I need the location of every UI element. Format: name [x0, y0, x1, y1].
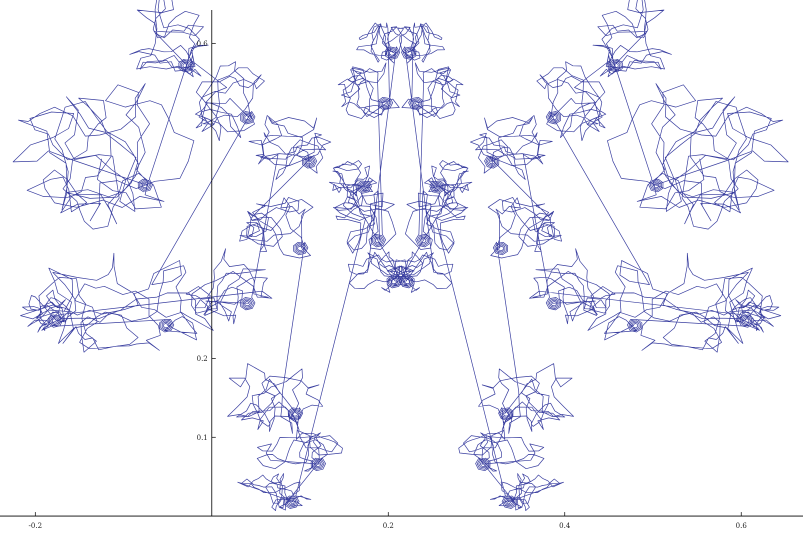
fractal-curve-right — [386, 0, 789, 511]
axis-layer — [0, 10, 803, 517]
curve-layer — [12, 0, 789, 511]
tick-layer: -0.2 0.2 0.4 0.6 0.1 0.2 0.6 — [29, 40, 748, 530]
y-tick-label: 0.1 — [197, 434, 208, 442]
x-tick-label: 0.6 — [736, 522, 748, 530]
x-tick-label: -0.2 — [29, 522, 43, 530]
y-tick-label: 0.2 — [197, 355, 208, 363]
x-tick-label: 0.2 — [383, 522, 394, 530]
x-tick-label: 0.4 — [559, 522, 571, 530]
fractal-curve-left — [12, 0, 415, 511]
y-tick-label: 0.6 — [197, 40, 209, 48]
